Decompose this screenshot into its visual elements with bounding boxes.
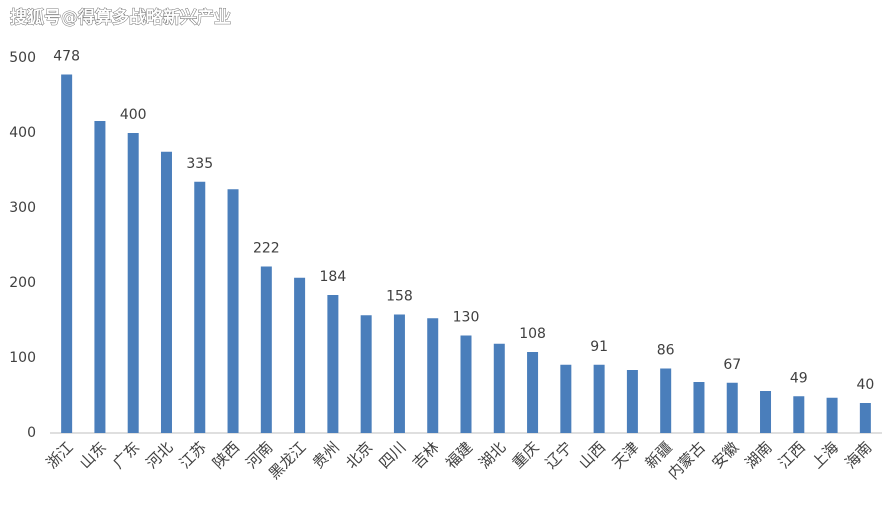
bar	[360, 315, 372, 433]
bar	[493, 343, 505, 433]
x-tick-label: 广东	[109, 438, 143, 472]
data-label: 108	[519, 326, 546, 342]
y-tick-label: 500	[9, 50, 36, 66]
x-tick-label: 安徽	[708, 438, 742, 472]
data-label: 222	[253, 241, 280, 257]
x-tick-label: 辽宁	[542, 438, 576, 472]
y-tick-label: 0	[27, 425, 36, 441]
x-tick-label: 江西	[775, 438, 809, 472]
bar	[527, 352, 539, 433]
data-label: 158	[386, 289, 413, 305]
y-tick-label: 200	[9, 275, 36, 291]
bar	[127, 133, 139, 433]
data-label: 400	[120, 107, 147, 123]
bar	[294, 277, 306, 433]
data-label: 67	[723, 357, 741, 373]
x-tick-label: 四川	[375, 438, 409, 472]
bar	[626, 370, 638, 433]
x-tick-label: 山东	[76, 438, 110, 472]
bar	[460, 335, 472, 433]
data-label: 91	[590, 339, 608, 355]
x-tick-label: 河北	[143, 438, 177, 472]
x-tick-label: 黑龙江	[265, 438, 310, 483]
data-label: 130	[453, 310, 480, 326]
x-tick-label: 浙江	[43, 438, 77, 472]
bar	[393, 314, 405, 433]
bar	[826, 397, 838, 433]
bar	[427, 318, 439, 433]
bar	[94, 121, 106, 433]
bar	[760, 391, 772, 433]
bar	[227, 189, 239, 433]
bar	[693, 382, 705, 433]
x-tick-label: 天津	[608, 438, 642, 472]
bar	[61, 74, 73, 433]
x-tick-label: 陕西	[209, 438, 243, 472]
x-tick-label: 湖南	[742, 438, 776, 472]
chart-title: 搜狐号@得算多战略新兴产业	[10, 7, 231, 28]
bar	[793, 396, 805, 433]
bar	[660, 368, 672, 433]
bar	[160, 151, 172, 433]
bar	[327, 295, 339, 433]
x-tick-label: 湖北	[475, 438, 509, 472]
x-tick-label: 山西	[575, 438, 609, 472]
x-tick-label: 福建	[442, 438, 476, 472]
x-tick-label: 上海	[808, 438, 842, 472]
bar	[593, 364, 605, 433]
y-tick-label: 300	[9, 200, 36, 216]
data-label: 49	[790, 370, 808, 386]
x-tick-label: 贵州	[309, 438, 343, 472]
data-label: 184	[320, 269, 347, 285]
x-tick-label: 重庆	[509, 438, 543, 472]
bar	[260, 266, 272, 433]
x-tick-label: 吉林	[409, 438, 443, 472]
data-label: 86	[657, 343, 675, 359]
bar	[560, 364, 572, 433]
x-tick-label: 内蒙古	[664, 438, 709, 483]
bar	[859, 403, 871, 433]
data-label: 40	[856, 377, 874, 393]
bar	[726, 382, 738, 433]
data-label: 478	[53, 49, 80, 65]
x-tick-label: 海南	[841, 438, 875, 472]
y-tick-label: 100	[9, 350, 36, 366]
bar	[194, 181, 206, 433]
x-tick-label: 江苏	[176, 438, 210, 472]
data-label: 335	[186, 156, 213, 172]
y-tick-label: 400	[9, 125, 36, 141]
x-tick-label: 北京	[342, 438, 376, 472]
